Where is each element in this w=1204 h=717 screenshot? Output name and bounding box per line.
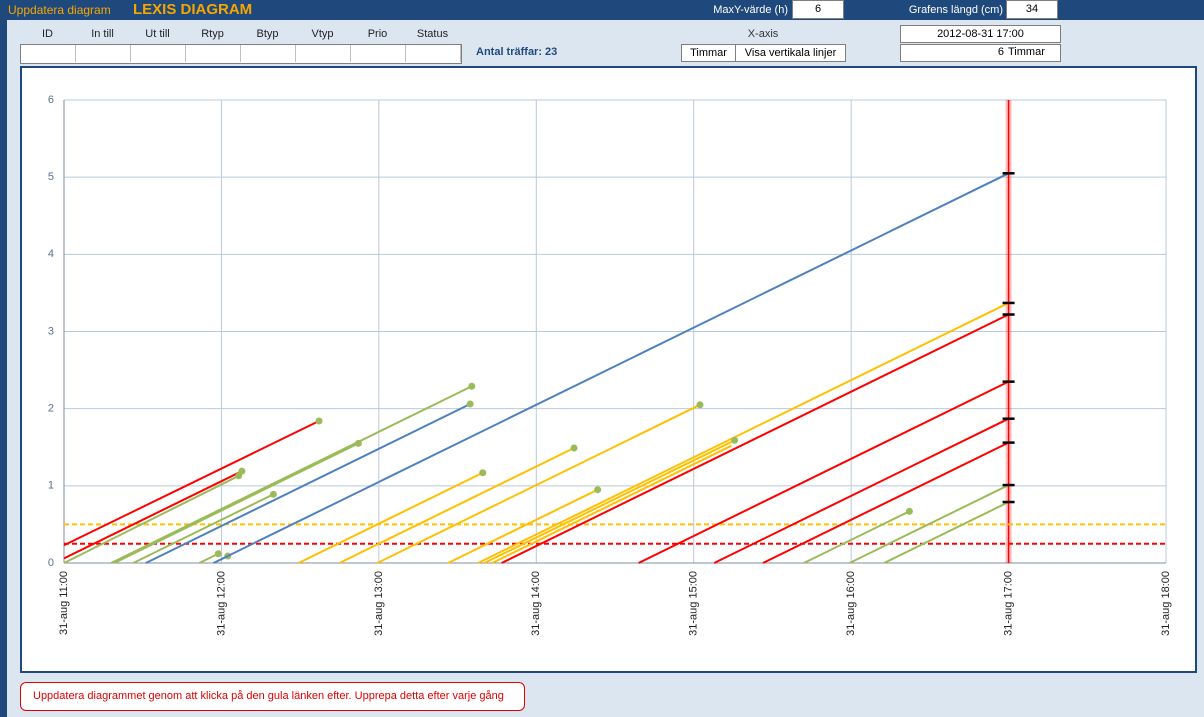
- length-input[interactable]: 34: [1006, 0, 1058, 19]
- hit-count: Antal träffar: 23: [476, 46, 558, 58]
- x-tick-label: 31-aug 13:00: [373, 571, 385, 636]
- filter-cell[interactable]: [186, 45, 241, 62]
- lifeline: [198, 552, 219, 564]
- end-dot: [235, 472, 243, 480]
- y-tick-label: 1: [48, 480, 54, 492]
- lifeline: [491, 444, 732, 564]
- filter-header: Status: [416, 28, 449, 40]
- end-dot: [594, 486, 602, 494]
- lifeline: [713, 417, 1010, 564]
- x-tick-label: 31-aug 16:00: [845, 571, 857, 636]
- x-tick-label: 31-aug 17:00: [1002, 571, 1014, 636]
- y-tick-label: 2: [48, 403, 54, 415]
- filter-header: Vtyp: [311, 28, 334, 40]
- lifeline: [113, 442, 359, 564]
- maxy-input[interactable]: 6: [792, 0, 844, 19]
- span-value[interactable]: 6: [997, 46, 1004, 58]
- update-link[interactable]: Uppdatera diagram: [8, 3, 111, 17]
- end-dot: [269, 490, 277, 498]
- span-unit: Timmar: [1008, 46, 1045, 58]
- x-tick-label: 31-aug 15:00: [688, 571, 700, 636]
- end-dot: [354, 439, 362, 447]
- xaxis-label: X-axis: [747, 28, 779, 40]
- end-dot: [905, 507, 913, 515]
- x-tick-label: 31-aug 11:00: [58, 571, 70, 635]
- filter-header: In till: [91, 28, 114, 40]
- top-bar: Uppdatera diagram LEXIS DIAGRAM MaxY-vär…: [0, 0, 1204, 20]
- x-tick-label: 31-aug 18:00: [1160, 571, 1172, 636]
- filter-header: Ut till: [145, 28, 170, 40]
- vertical-lines-button[interactable]: Visa vertikala linjer: [735, 44, 846, 62]
- end-dot: [214, 550, 222, 558]
- lifeline: [483, 439, 736, 564]
- app-title: LEXIS DIAGRAM: [133, 1, 253, 18]
- end-dot: [466, 400, 474, 408]
- y-tick-label: 6: [48, 94, 54, 106]
- filter-cell[interactable]: [296, 45, 351, 62]
- lifeline: [132, 493, 274, 564]
- lifeline: [447, 488, 599, 564]
- lifeline: [63, 474, 240, 564]
- filter-cell[interactable]: [131, 45, 186, 62]
- filter-table: ID In till Ut till Rtyp Btyp Vtyp Prio Status: [20, 0, 462, 64]
- lifeline: [213, 172, 1010, 564]
- length-label: Grafens längd (cm): [908, 4, 1003, 16]
- end-dot: [731, 436, 739, 444]
- y-tick-label: 0: [48, 557, 54, 569]
- span-box: [900, 44, 1061, 62]
- end-dot: [468, 382, 476, 390]
- end-dot: [696, 401, 704, 409]
- unit-button[interactable]: Timmar: [681, 44, 736, 62]
- filter-header: Prio: [367, 28, 388, 40]
- lifeline: [63, 470, 243, 560]
- filter-cell[interactable]: [76, 45, 131, 62]
- lifeline: [849, 484, 1010, 564]
- filter-header: Btyp: [256, 28, 279, 40]
- lifeline: [63, 420, 320, 547]
- y-tick-label: 4: [48, 248, 54, 260]
- lifeline: [883, 501, 1010, 564]
- lifeline: [339, 447, 575, 564]
- note: Uppdatera diagrammet genom att klicka på…: [20, 682, 525, 711]
- maxy-label: MaxY-värde (h): [713, 4, 788, 16]
- lifeline: [145, 403, 471, 564]
- lifeline: [762, 441, 1010, 564]
- end-time-input[interactable]: 2012-08-31 17:00: [900, 25, 1061, 43]
- filter-cell[interactable]: [241, 45, 296, 62]
- lifeline: [376, 403, 701, 564]
- chart: 0 1 2 3 4 5 6 31-aug 11:00 31-aug 12:00 31-aug 13…: [48, 94, 1172, 636]
- lifeline: [110, 385, 473, 564]
- y-tick-label: 3: [48, 325, 54, 337]
- x-tick-label: 31-aug 12:00: [215, 571, 227, 636]
- filter-header: ID: [42, 28, 53, 40]
- filter-cell[interactable]: [21, 45, 76, 62]
- filter-cell[interactable]: [351, 45, 406, 62]
- lifeline: [298, 471, 484, 564]
- end-dot: [570, 444, 578, 452]
- end-dot: [315, 417, 323, 425]
- lifeline: [638, 380, 1010, 564]
- lifeline: [477, 302, 1010, 564]
- filter-header: Rtyp: [201, 28, 224, 40]
- x-tick-label: 31-aug 14:00: [530, 571, 542, 636]
- y-tick-label: 5: [48, 171, 54, 183]
- end-dot: [479, 469, 487, 477]
- filter-cell[interactable]: [406, 45, 461, 62]
- left-strip: [0, 20, 7, 717]
- lifeline: [803, 510, 910, 564]
- lifeline: [501, 313, 1010, 564]
